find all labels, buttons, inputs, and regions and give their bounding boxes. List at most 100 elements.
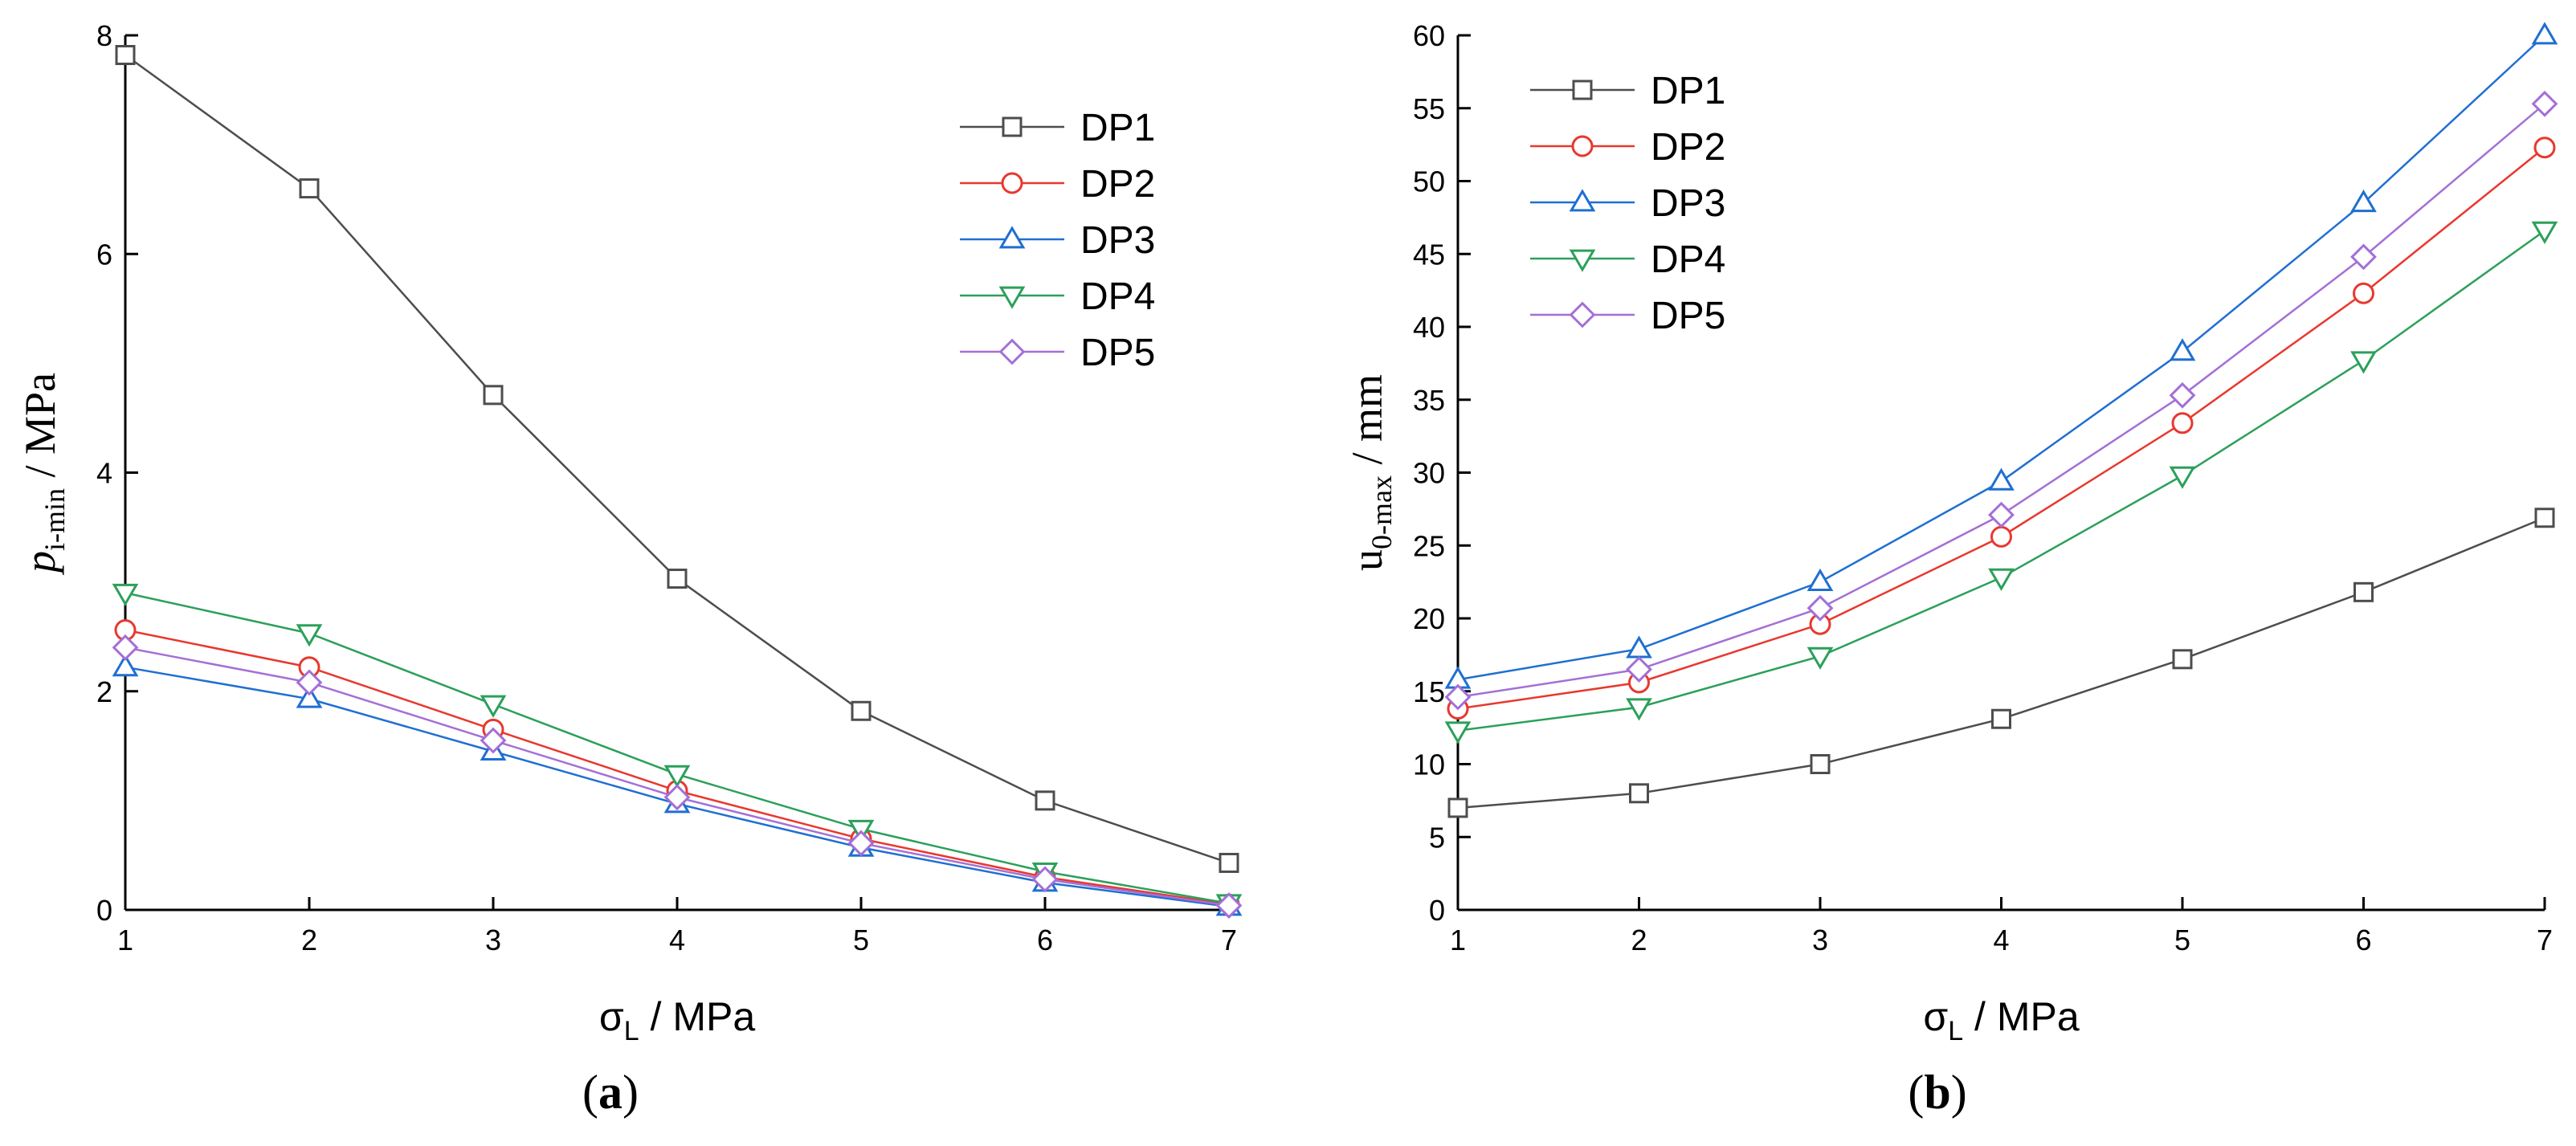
panel-b-series-dp3	[1444, 22, 2558, 689]
panel-b-y-tick-label: 15	[1413, 675, 1445, 708]
panel-b-x-axis-label-unit: / MPa	[1963, 994, 2080, 1039]
panel-b-y-tick-label: 45	[1413, 238, 1445, 271]
panel-a-legend-label: DP3	[1080, 219, 1155, 262]
panel-b-data-point-dp4	[1626, 698, 1652, 721]
panel-a-y-axis-label: pi-min / MPa	[16, 373, 71, 576]
panel-b-x-axis-label: σL / MPa	[1923, 994, 2079, 1046]
panel-b-y-tick-label: 35	[1413, 384, 1445, 417]
panel-a-legend-item-dp5: DP5	[960, 332, 1155, 374]
panel-b-legend-item-dp4: DP4	[1530, 239, 1725, 281]
panel-b-legend-label: DP2	[1651, 126, 1725, 169]
panel-b-data-point-dp1	[1810, 754, 1831, 774]
panel-b-data-point-dp2	[1990, 525, 2012, 548]
panel-b-data-point-dp1	[2354, 581, 2374, 602]
panel-a-data-point-dp5	[663, 784, 691, 811]
panel-b-data-point-dp4	[2531, 221, 2558, 244]
panel-a-data-point-dp4	[480, 695, 507, 718]
panel-a-series-dp5	[112, 634, 1243, 919]
panel-b-series-dp2	[1447, 137, 2556, 720]
panel-b-data-point-dp4	[2350, 351, 2377, 374]
panel-b-data-point-dp2	[2171, 412, 2194, 434]
panel-a-x-tick-label: 6	[1037, 924, 1053, 956]
panel-b-y-tick-label: 55	[1413, 92, 1445, 125]
panel-a-data-point-dp4	[663, 765, 691, 788]
panel-a-x-tick-label: 2	[301, 924, 317, 956]
panel-b-legend-item-dp3: DP3	[1530, 182, 1725, 225]
panel-a-data-point-dp1	[1035, 790, 1055, 811]
panel-b-x-tick-label: 5	[2174, 924, 2190, 956]
panel-b-data-point-dp4	[1444, 721, 1472, 744]
panel-a-legend-marker	[1002, 116, 1023, 137]
panel-b-data-point-dp4	[2169, 466, 2196, 489]
panel-b-series-line-dp1	[1457, 516, 2545, 810]
panel-a-data-point-dp1	[1219, 852, 1239, 873]
panel-a-x-axis-label-sub: L	[624, 1016, 639, 1046]
panel-b-legend-marker	[1572, 80, 1593, 100]
panel-a-data-point-dp1	[483, 385, 504, 406]
panel-a-series-line-dp1	[125, 54, 1230, 864]
panel-a-y-axis-label-sub: i-min	[39, 488, 71, 551]
panel-a-x-tick-label: 5	[853, 924, 869, 956]
panel-a-data-point-dp1	[667, 569, 688, 589]
panel-b-legend-marker	[1569, 249, 1596, 272]
panel-b-x-axis-label-sub: L	[1948, 1016, 1963, 1046]
panel-b-data-point-dp3	[1988, 467, 2015, 491]
panel-a-legend-item-dp2: DP2	[960, 163, 1155, 206]
panel-a-series-line-dp4	[125, 592, 1230, 905]
panel-b-data-point-dp5	[1626, 656, 1652, 683]
panel-b-y-axis-label-main: u	[1343, 549, 1391, 571]
panel-b-data-point-dp3	[1806, 568, 1834, 592]
panel-a-legend-item-dp4: DP4	[960, 275, 1155, 318]
panel-b-data-point-dp5	[2531, 90, 2558, 117]
chart-panel-b: 1 2 3 4 5 6 7051015202530354045505560DP1DP2DP3…	[1343, 19, 2558, 1119]
panel-b-data-point-dp1	[2172, 649, 2193, 670]
panel-b-panel-label: (b)	[1908, 1066, 1966, 1119]
panel-a-legend-label: DP1	[1080, 107, 1155, 149]
panel-b-legend-marker	[1569, 189, 1596, 212]
panel-a-legend-label: DP5	[1080, 332, 1155, 374]
panel-a-data-point-dp5	[296, 669, 323, 696]
panel-a-y-tick-label: 0	[96, 894, 112, 927]
panel-a-data-point-dp5	[1031, 866, 1059, 893]
panel-a-data-point-dp5	[1215, 892, 1243, 919]
panel-b-legend-label: DP3	[1651, 182, 1725, 225]
panel-b-y-tick-label: 60	[1413, 19, 1445, 52]
panel-a-x-tick-label: 4	[669, 924, 685, 956]
panel-a-data-point-dp4	[112, 583, 139, 606]
panel-a-y-tick-label: 6	[96, 238, 112, 271]
panel-a-panel-label: (a)	[582, 1066, 639, 1119]
panel-a-data-point-dp1	[851, 700, 872, 721]
panel-b-y-tick-label: 10	[1413, 748, 1445, 781]
panel-a-data-point-dp3	[296, 685, 323, 708]
panel-b-data-point-dp2	[2533, 137, 2556, 159]
panel-b-y-tick-label: 0	[1429, 894, 1445, 927]
panel-a-x-tick-label: 1	[117, 924, 133, 956]
panel-b-series-line-dp2	[1457, 146, 2545, 710]
panel-a-y-tick-label: 2	[96, 675, 112, 708]
panel-b-data-point-dp1	[1991, 708, 2011, 729]
panel-b-data-point-dp1	[1629, 783, 1649, 804]
panel-a-data-point-dp3	[112, 654, 139, 677]
panel-b-data-point-dp5	[1988, 501, 2015, 528]
panel-a-legend-marker	[998, 286, 1026, 309]
panel-b-series-dp5	[1444, 90, 2558, 711]
panel-b-y-tick-label: 5	[1429, 821, 1445, 854]
panel-b-y-axis-label-sub: 0-max	[1366, 475, 1398, 549]
panel-b-x-tick-label: 1	[1450, 924, 1466, 956]
panel-b-legend-label: DP4	[1651, 239, 1725, 281]
panel-b-y-tick-label: 20	[1413, 602, 1445, 635]
panel-b-legend-label: DP1	[1651, 70, 1725, 112]
panel-b-y-tick-label: 30	[1413, 457, 1445, 490]
panel-b-data-point-dp5	[1444, 683, 1472, 711]
panel-b-data-point-dp4	[1806, 646, 1834, 670]
panel-a-y-tick-label: 4	[96, 457, 112, 490]
panel-b-data-point-dp2	[2353, 282, 2374, 304]
panel-b-legend: DP1 DP2 DP3 DP4 DP5	[1530, 70, 1725, 337]
panel-b-x-tick-label: 3	[1812, 924, 1828, 956]
panel-a-x-tick-label: 7	[1221, 924, 1237, 956]
panel-b-data-point-dp3	[1626, 635, 1652, 659]
panel-b-legend-item-dp5: DP5	[1530, 295, 1725, 337]
panel-a-data-point-dp5	[112, 634, 139, 661]
